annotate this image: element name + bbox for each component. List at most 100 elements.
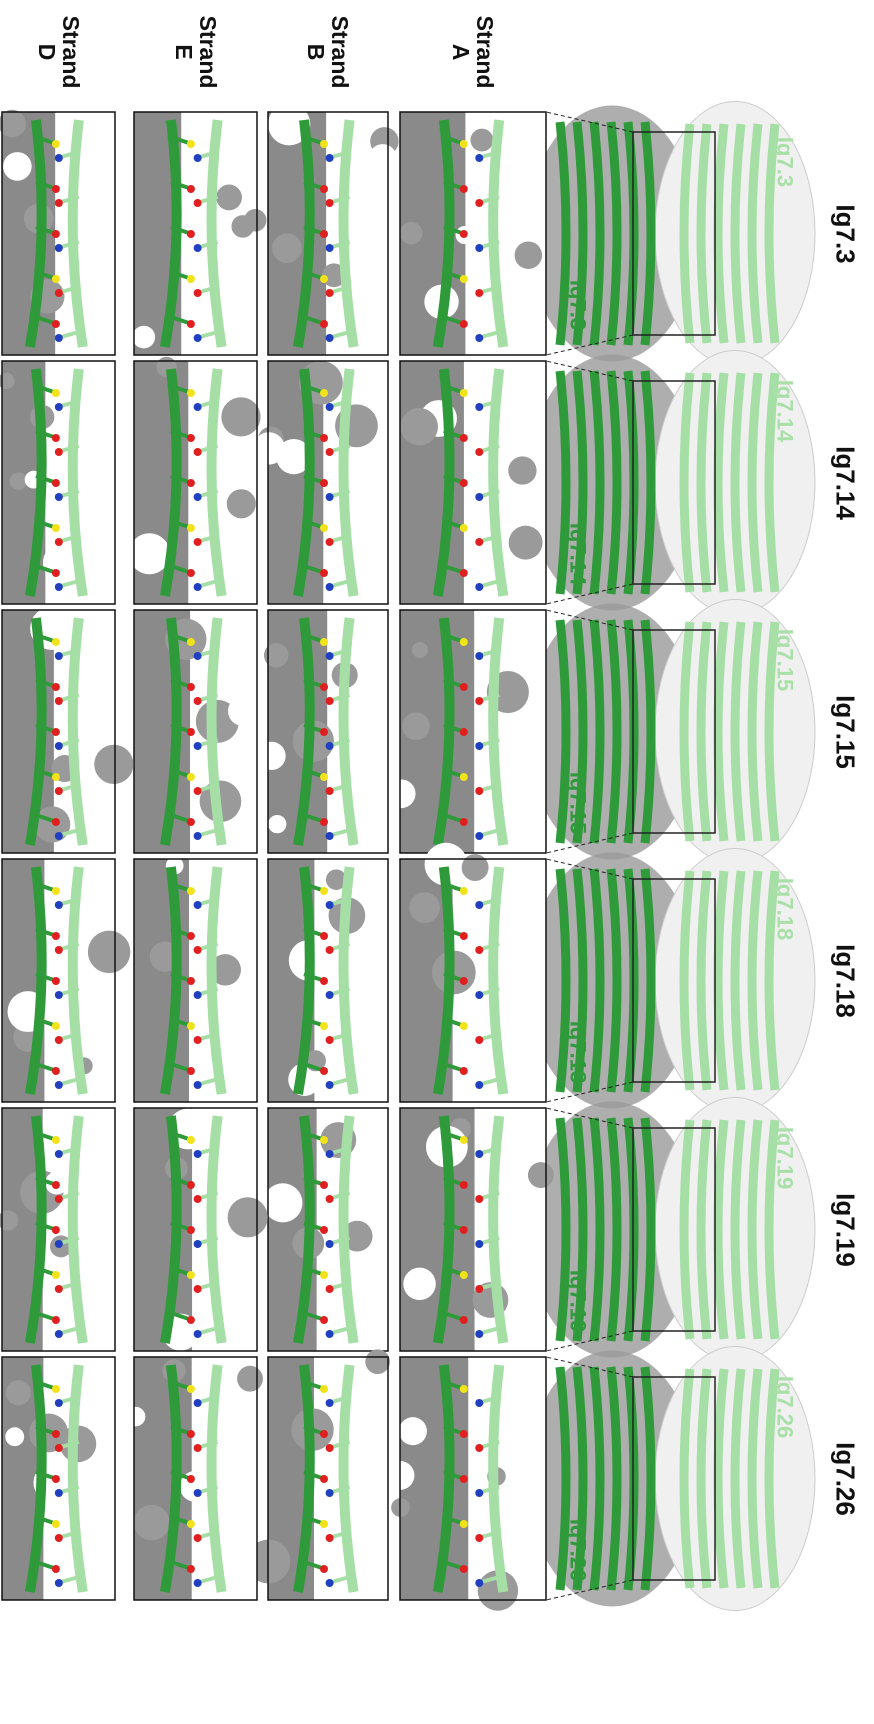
atom xyxy=(460,569,468,577)
atom xyxy=(326,1150,334,1158)
surface-cavity xyxy=(369,144,397,172)
surface-cavity xyxy=(228,696,258,726)
surface-cavity xyxy=(387,779,416,808)
zoom-panel xyxy=(0,110,115,355)
atom xyxy=(320,389,328,397)
atom xyxy=(320,773,328,781)
atom xyxy=(52,275,60,283)
surface-cavity xyxy=(508,456,536,484)
atom xyxy=(194,493,202,501)
atom xyxy=(460,773,468,781)
atom xyxy=(52,230,60,238)
atom xyxy=(52,1022,60,1030)
atom xyxy=(320,1475,328,1483)
atom xyxy=(187,479,195,487)
atom xyxy=(52,932,60,940)
atom xyxy=(475,1489,483,1497)
surface-dark xyxy=(2,112,55,355)
atom xyxy=(326,583,334,591)
atom xyxy=(194,1330,202,1338)
atom xyxy=(187,932,195,940)
surface-cavity xyxy=(509,526,543,560)
figure xyxy=(0,0,874,1724)
atom xyxy=(320,479,328,487)
atom xyxy=(52,1067,60,1075)
atom xyxy=(320,1022,328,1030)
surface-cavity xyxy=(401,408,438,445)
atom xyxy=(460,728,468,736)
atom xyxy=(52,818,60,826)
atom xyxy=(52,1520,60,1528)
atom xyxy=(187,320,195,328)
atom xyxy=(320,977,328,985)
atom xyxy=(475,244,483,252)
atom xyxy=(475,1534,483,1542)
column-title: Ig7.3 xyxy=(831,204,858,263)
atom xyxy=(52,320,60,328)
atom xyxy=(52,140,60,148)
atom xyxy=(326,946,334,954)
atom xyxy=(194,1444,202,1452)
atom xyxy=(460,1136,468,1144)
atom xyxy=(194,1489,202,1497)
atom xyxy=(55,1489,63,1497)
atom xyxy=(187,1475,195,1483)
atom xyxy=(55,493,63,501)
surface-cavity xyxy=(470,129,493,152)
atom xyxy=(194,697,202,705)
atom xyxy=(460,977,468,985)
atom xyxy=(187,389,195,397)
atom xyxy=(475,652,483,660)
atom xyxy=(475,1579,483,1587)
surface-cavity xyxy=(5,1427,24,1446)
atom xyxy=(52,977,60,985)
surface-cavity xyxy=(129,533,170,574)
atom xyxy=(326,697,334,705)
atom xyxy=(55,1444,63,1452)
zoom-panel xyxy=(134,610,258,853)
chain-label-dark: Ig7.18 xyxy=(566,1021,589,1083)
atom xyxy=(55,787,63,795)
atom xyxy=(320,1226,328,1234)
zoom-panel xyxy=(0,1108,115,1351)
atom xyxy=(187,1136,195,1144)
surface-cavity xyxy=(94,745,133,784)
zoom-panel xyxy=(268,103,399,355)
zoom-panel xyxy=(253,361,388,604)
surface-cavity xyxy=(371,1243,396,1268)
column-title: Ig7.26 xyxy=(831,1442,858,1516)
chain-label-dark: Ig7.26 xyxy=(566,1519,589,1581)
surface-cavity xyxy=(400,222,423,245)
atom xyxy=(55,1285,63,1293)
column-title: Ig7.15 xyxy=(831,695,858,769)
row-label: Strand E xyxy=(171,11,219,93)
atom xyxy=(460,389,468,397)
atom xyxy=(320,1430,328,1438)
atom xyxy=(326,199,334,207)
surface-cavity xyxy=(462,854,489,881)
surface-cavity xyxy=(3,152,32,181)
atom xyxy=(55,1399,63,1407)
atom xyxy=(326,832,334,840)
atom xyxy=(187,185,195,193)
surface-cavity xyxy=(403,1268,435,1300)
atom xyxy=(326,1081,334,1089)
surface-cavity xyxy=(88,931,130,973)
surface-cavity xyxy=(268,815,286,833)
surface-cavity xyxy=(257,742,285,770)
surface-cavity xyxy=(126,1407,145,1426)
atom xyxy=(320,683,328,691)
atom xyxy=(52,524,60,532)
surface-cavity xyxy=(402,712,430,740)
atom xyxy=(52,728,60,736)
atom xyxy=(475,1444,483,1452)
atom xyxy=(55,901,63,909)
atom xyxy=(460,1385,468,1393)
row-label: Strand D xyxy=(34,11,82,93)
atom xyxy=(194,334,202,342)
atom xyxy=(55,1036,63,1044)
atom xyxy=(460,932,468,940)
atom xyxy=(55,1240,63,1248)
atom xyxy=(55,991,63,999)
atom xyxy=(460,1475,468,1483)
